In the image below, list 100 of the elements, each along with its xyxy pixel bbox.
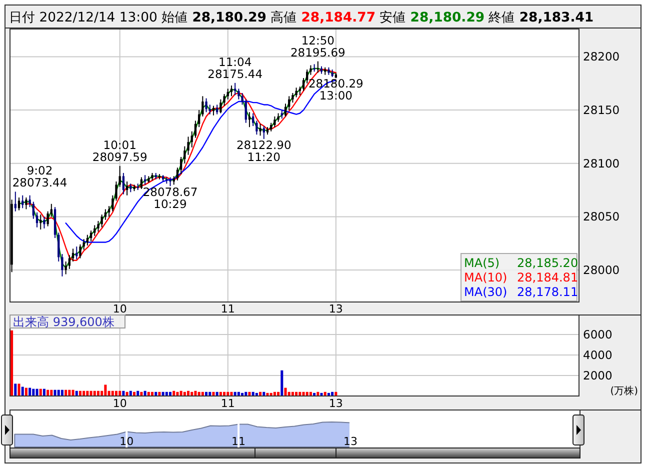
chart-title: 出来高 939,600株: [13, 315, 114, 329]
candlestick: [79, 244, 82, 259]
candlestick: [306, 69, 308, 84]
candlestick: [262, 126, 265, 140]
candlestick: [22, 194, 24, 209]
candlestick: [115, 180, 118, 202]
text: 終値: [484, 10, 515, 25]
text: 始値: [157, 10, 188, 25]
x-tick-label: 11: [220, 302, 235, 315]
candlestick: [202, 96, 204, 117]
y-tick-label: 2000: [583, 368, 612, 382]
candlestick: [223, 94, 226, 106]
candlestick: [259, 123, 262, 136]
bar: [21, 386, 24, 396]
x-tick-label: 11: [232, 434, 246, 448]
candlestick: [140, 176, 143, 190]
candlestick: [198, 110, 200, 128]
candlestick: [284, 103, 287, 117]
candlestick: [234, 82, 236, 96]
x-tick-label: 11: [220, 396, 235, 410]
candlestick: [25, 196, 28, 210]
text: 日付: [9, 10, 35, 25]
bar: [10, 330, 14, 396]
candlestick: [244, 98, 247, 124]
bar: [302, 392, 305, 396]
text: MA(5) 28,185.20: [464, 256, 578, 270]
x-tick-label: 10: [112, 302, 127, 315]
text: 高値: [266, 9, 297, 25]
candlestick: [46, 210, 49, 227]
candlestick: [28, 194, 31, 208]
text: 28,183.41: [514, 10, 594, 25]
x-tick-label: 10: [120, 434, 134, 448]
bar: [14, 384, 17, 396]
annotation: 9:02 28073.44: [12, 164, 68, 190]
bar: [266, 392, 269, 396]
y-tick-label: 28200: [583, 50, 620, 64]
candlestick: [61, 254, 64, 277]
candlestick: [90, 230, 92, 242]
candlestick: [176, 167, 179, 181]
text: 28,180.29: [188, 10, 266, 25]
bar: [280, 370, 284, 396]
candlestick: [187, 136, 190, 156]
annotation: 10:01 28097.59: [92, 138, 148, 164]
bar: [28, 388, 32, 396]
candlestick: [108, 206, 110, 218]
candlestick: [50, 203, 52, 218]
candlestick: [118, 165, 121, 188]
candlestick: [72, 248, 74, 262]
candlestick: [82, 238, 85, 250]
candlestick: [256, 120, 258, 136]
candlestick: [194, 120, 197, 138]
candlestick: [252, 112, 254, 127]
x-tick-label: 13: [328, 302, 343, 315]
text: MA(30) 28,178.11: [464, 284, 578, 299]
candlestick: [230, 85, 233, 97]
y-tick-label: 4000: [583, 348, 612, 362]
annotation: 12:50 28195.69: [290, 33, 346, 60]
candlestick: [184, 146, 186, 164]
y-tick-label: 28150: [583, 103, 620, 118]
x-tick-label: 10: [112, 396, 127, 410]
x-tick-label: 13: [343, 434, 358, 448]
text: 28,184.77: [296, 10, 376, 25]
candlestick: [274, 116, 276, 128]
y-tick-label: 28100: [583, 156, 620, 170]
candlestick: [288, 96, 290, 111]
y-tick-label: 28050: [583, 210, 620, 224]
bar: [39, 388, 42, 396]
candlestick: [64, 260, 67, 275]
annotation: 28122.90 11:20: [236, 138, 292, 164]
candlestick: [238, 88, 240, 100]
bar: [42, 388, 46, 396]
bar: [24, 388, 28, 396]
bar: [104, 384, 107, 396]
candlestick: [302, 78, 305, 92]
text: 2022/12/14 13:00: [35, 10, 158, 25]
annotation: 11:04 28175.44: [208, 54, 263, 81]
candlestick: [100, 214, 103, 228]
x-tick-label: 13: [328, 396, 343, 410]
candlestick: [180, 156, 182, 175]
candlestick: [32, 201, 34, 220]
candlestick: [190, 130, 193, 148]
text: 安値: [376, 9, 406, 25]
y-axis-title: (万株): [610, 384, 638, 396]
y-tick-label: 6000: [583, 327, 612, 342]
bar: [18, 384, 20, 396]
text: 28,180.29: [406, 10, 485, 25]
bar: [320, 392, 323, 396]
candlestick: [58, 232, 60, 262]
text: MA(10) 28,184.81: [464, 270, 578, 284]
candlestick: [205, 98, 208, 113]
candlestick: [112, 194, 114, 212]
candlestick: [18, 196, 20, 211]
y-tick-label: 28000: [583, 263, 620, 278]
bar: [32, 388, 35, 396]
candlestick: [86, 234, 89, 246]
candlestick: [36, 212, 38, 228]
bar: [36, 388, 38, 396]
candlestick: [241, 92, 244, 106]
candlestick: [310, 64, 312, 76]
candlestick: [292, 92, 294, 104]
